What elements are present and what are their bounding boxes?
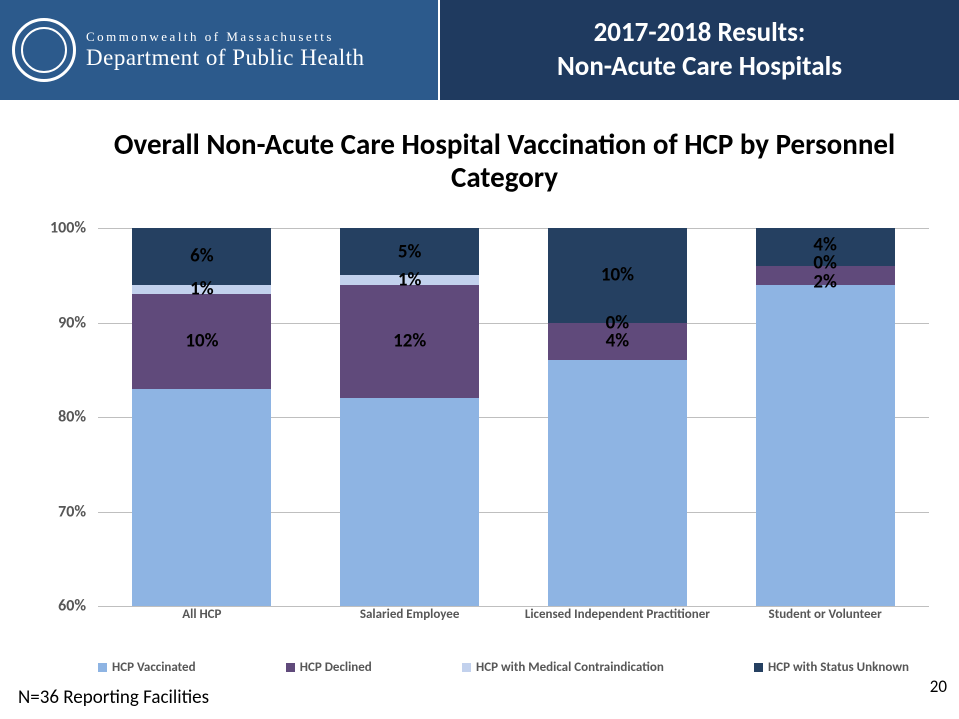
- y-tick: 70%: [58, 502, 86, 521]
- slide-title: 2017-2018 Results: Non-Acute Care Hospit…: [440, 0, 959, 100]
- legend-label: HCP Declined: [300, 660, 372, 675]
- stacked-bar: 10% 1% 6%: [132, 228, 271, 606]
- header-bar: Commonwealth of Massachusetts Department…: [0, 0, 959, 100]
- footer-note: N=36 Reporting Facilities: [18, 686, 209, 709]
- data-label: 10%: [185, 330, 218, 353]
- data-label: 6%: [190, 245, 213, 268]
- x-tick: Student or Volunteer: [721, 606, 929, 628]
- y-tick: 100%: [50, 219, 86, 238]
- bar-slot: 10% 1% 6%: [98, 228, 306, 606]
- agency-name-top: Commonwealth of Massachusetts: [86, 30, 365, 44]
- stacked-bar: 12% 1% 5%: [340, 228, 479, 606]
- bar-slot: 4%0%10%: [514, 228, 722, 606]
- y-tick: 60%: [58, 597, 86, 616]
- bar-segment: [132, 389, 271, 606]
- y-tick: 80%: [58, 408, 86, 427]
- bar-slot: 12% 1% 5%: [306, 228, 514, 606]
- legend-item: HCP with Status Unknown: [754, 660, 909, 675]
- y-tick: 90%: [58, 313, 86, 332]
- legend-swatch-icon: [462, 663, 471, 672]
- data-label: 10%: [601, 264, 634, 287]
- bar-slot: 2%0%4%: [721, 228, 929, 606]
- data-label: 4%: [813, 233, 836, 256]
- legend: HCP Vaccinated HCP Declined HCP with Medic…: [98, 660, 909, 675]
- bar-segment: [548, 360, 687, 606]
- legend-swatch-icon: [98, 663, 107, 672]
- data-label: 1%: [190, 278, 213, 301]
- legend-item: HCP Vaccinated: [98, 660, 196, 675]
- legend-label: HCP with Medical Contraindication: [476, 660, 664, 675]
- x-tick: Salaried Employee: [306, 606, 514, 628]
- data-label: 0%: [606, 311, 629, 334]
- chart-title: Overall Non-Acute Care Hospital Vaccinat…: [90, 128, 919, 195]
- state-seal-icon: [12, 18, 76, 82]
- page-number: 20: [930, 676, 947, 697]
- legend-label: HCP Vaccinated: [112, 660, 196, 675]
- x-axis: All HCPSalaried EmployeeLicensed Indepen…: [98, 606, 929, 628]
- bar-segment: [340, 398, 479, 606]
- plot-region: 10% 1% 6% 12% 1% 5% 4% 0% 10% 2%0%4%: [98, 228, 929, 606]
- legend-swatch-icon: [286, 663, 295, 672]
- stacked-bar: 2%0%4%: [756, 228, 895, 606]
- slide-title-text: 2017-2018 Results: Non-Acute Care Hospit…: [557, 16, 842, 84]
- chart-area: 100%90%80%70%60% 10%1%6%12%1%5%4%0%10%2%…: [30, 228, 929, 628]
- legend-item: HCP Declined: [286, 660, 372, 675]
- legend-label: HCP with Status Unknown: [768, 660, 909, 675]
- legend-item: HCP with Medical Contraindication: [462, 660, 664, 675]
- data-label: 5%: [398, 240, 421, 263]
- agency-logo: Commonwealth of Massachusetts Department…: [0, 0, 440, 100]
- bar-segment: [756, 285, 895, 606]
- y-axis: 100%90%80%70%60%: [30, 228, 92, 606]
- x-tick: Licensed Independent Practitioner: [514, 606, 722, 628]
- stacked-bar: 4%0%10%: [548, 228, 687, 606]
- agency-name-bottom: Department of Public Health: [86, 45, 365, 70]
- x-tick: All HCP: [98, 606, 306, 628]
- legend-swatch-icon: [754, 663, 763, 672]
- data-label: 12%: [393, 330, 426, 353]
- data-label: 1%: [398, 268, 421, 291]
- agency-name: Commonwealth of Massachusetts Department…: [86, 30, 365, 70]
